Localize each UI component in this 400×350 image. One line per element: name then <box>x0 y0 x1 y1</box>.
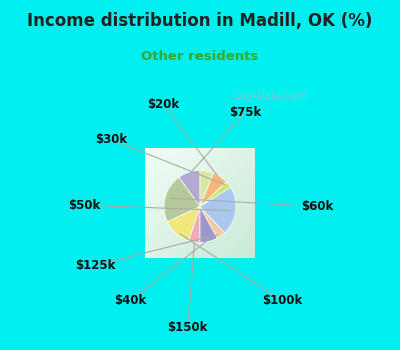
Text: Income distribution in Madill, OK (%): Income distribution in Madill, OK (%) <box>27 12 373 30</box>
Text: $40k: $40k <box>114 294 146 307</box>
Wedge shape <box>164 177 200 222</box>
Wedge shape <box>189 206 200 243</box>
Text: Other residents: Other residents <box>141 49 259 63</box>
Wedge shape <box>200 173 226 206</box>
Text: City-Data.com: City-Data.com <box>234 91 308 101</box>
Text: $30k: $30k <box>95 133 127 146</box>
Text: $75k: $75k <box>229 106 261 119</box>
Wedge shape <box>200 170 213 206</box>
Wedge shape <box>167 206 200 241</box>
Text: $60k: $60k <box>301 200 334 213</box>
Wedge shape <box>200 187 236 233</box>
Text: $125k: $125k <box>75 259 115 272</box>
Text: $150k: $150k <box>168 322 208 335</box>
Text: $20k: $20k <box>147 98 179 111</box>
Wedge shape <box>179 170 200 206</box>
Wedge shape <box>200 206 217 243</box>
Wedge shape <box>200 182 230 206</box>
Text: $50k: $50k <box>68 199 100 212</box>
Wedge shape <box>200 206 225 238</box>
Text: $100k: $100k <box>262 294 302 307</box>
